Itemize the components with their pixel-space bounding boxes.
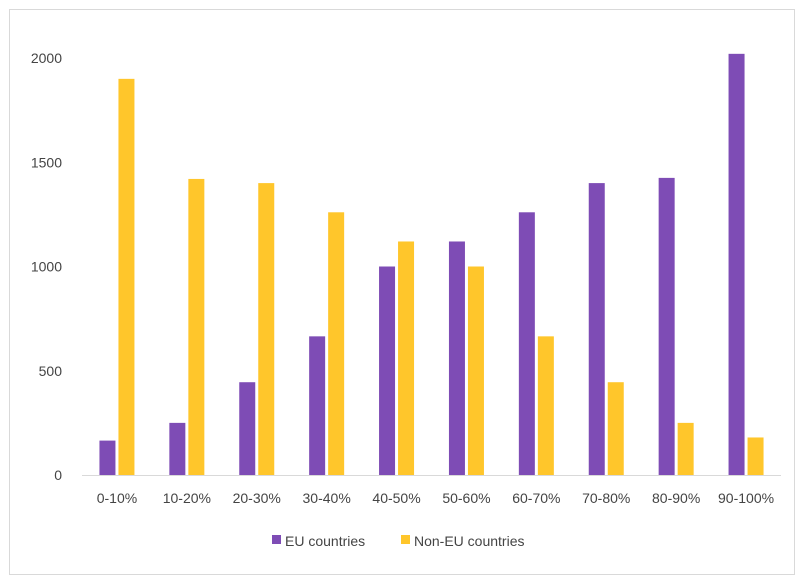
bar-eu-80-90pct — [658, 177, 675, 475]
x-tick-label: 50-60% — [442, 490, 490, 506]
bar-non-eu-60-70pct — [537, 336, 554, 475]
y-tick-label: 1500 — [31, 154, 62, 170]
x-axis: 0-10% 10-20% 20-30% 30-40% 40-50% 50-60% 60-70… — [97, 490, 774, 506]
x-tick-label: 70-80% — [582, 490, 630, 506]
y-tick-label: 0 — [54, 467, 62, 483]
bar-non-eu-50-60pct — [467, 266, 484, 475]
bar-non-eu-0-10pct — [118, 78, 135, 475]
y-tick-label: 2000 — [31, 50, 62, 66]
bar-non-eu-40-50pct — [398, 241, 415, 475]
legend-label-eu: EU countries — [285, 533, 365, 549]
legend: EU countries Non-EU countries — [272, 533, 525, 549]
bar-non-eu-10-20pct — [188, 178, 205, 475]
x-tick-label: 80-90% — [652, 490, 700, 506]
bar-eu-60-70pct — [518, 212, 535, 476]
bars — [99, 53, 764, 476]
bar-eu-30-40pct — [309, 336, 326, 475]
bar-eu-10-20pct — [169, 422, 186, 475]
x-tick-label: 40-50% — [372, 490, 420, 506]
x-tick-label: 20-30% — [233, 490, 281, 506]
bar-non-eu-30-40pct — [328, 212, 345, 476]
bar-non-eu-70-80pct — [607, 382, 624, 475]
bar-eu-90-100pct — [728, 53, 745, 476]
y-axis: 0 500 1000 1500 2000 — [31, 50, 62, 483]
x-tick-label: 30-40% — [303, 490, 351, 506]
x-tick-label: 60-70% — [512, 490, 560, 506]
y-tick-label: 1000 — [31, 259, 62, 275]
bar-eu-0-10pct — [99, 440, 116, 475]
x-tick-label: 0-10% — [97, 490, 137, 506]
x-tick-label: 90-100% — [718, 490, 774, 506]
y-tick-label: 500 — [39, 363, 63, 379]
bar-non-eu-80-90pct — [677, 422, 694, 475]
legend-label-non-eu: Non-EU countries — [414, 533, 525, 549]
legend-swatch-non-eu — [401, 535, 410, 544]
x-tick-label: 10-20% — [163, 490, 211, 506]
chart-frame — [9, 9, 795, 575]
bar-eu-70-80pct — [588, 183, 605, 475]
bar-eu-20-30pct — [239, 382, 256, 475]
bar-eu-50-60pct — [448, 241, 465, 475]
bar-non-eu-20-30pct — [258, 183, 275, 475]
legend-swatch-eu — [272, 535, 281, 544]
bar-eu-40-50pct — [379, 266, 396, 475]
bar-non-eu-90-100pct — [747, 437, 764, 475]
